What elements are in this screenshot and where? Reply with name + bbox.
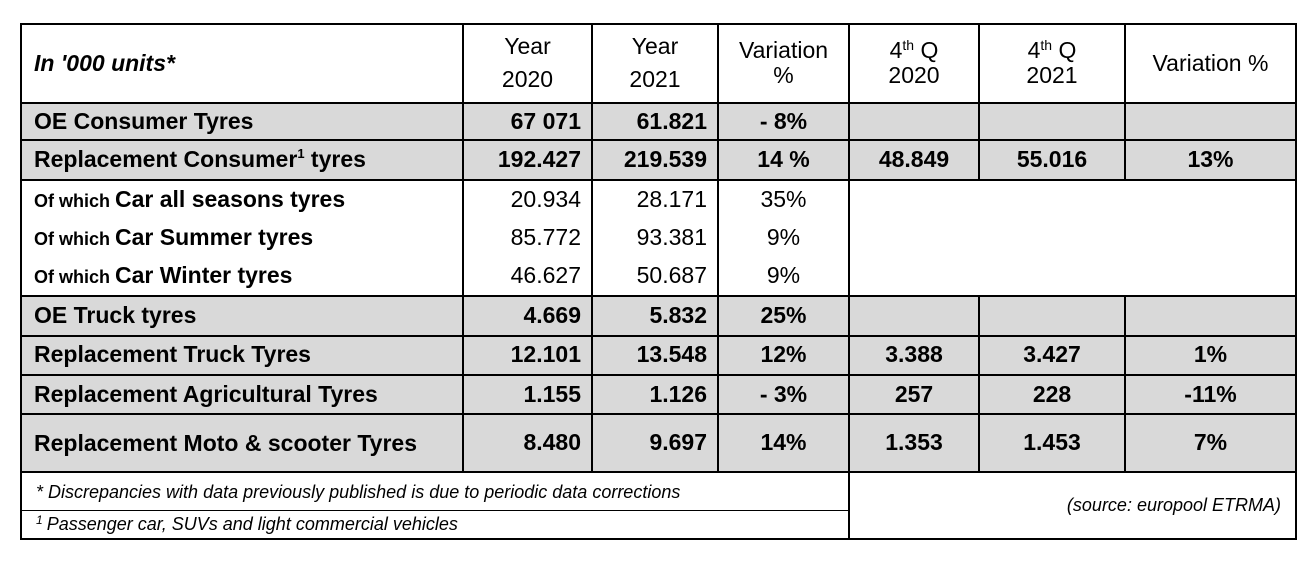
- units-header: In '000 units*: [20, 23, 464, 104]
- year-2020-header: Year 2020: [462, 23, 593, 104]
- q4-2021-value: 228: [978, 374, 1126, 416]
- q-variation-value: 13%: [1124, 139, 1297, 181]
- table-row: Of which Car Summer tyres 85.772 93.381 …: [20, 219, 1296, 257]
- q4-2021-value: 55.016: [978, 139, 1126, 181]
- footer-row: 1 Passenger car, SUVs and light commercia…: [20, 510, 1296, 541]
- tyre-statistics-table: In '000 units* Year 2020 Year 2021 Variati…: [20, 23, 1297, 541]
- variation-value: 14%: [717, 413, 850, 474]
- q4-2021-value: [978, 295, 1126, 337]
- table-row: Replacement Truck Tyres 12.101 13.548 12…: [20, 334, 1297, 377]
- value-2021: 61.821: [591, 101, 719, 142]
- footnote-marker: 1: [36, 513, 43, 528]
- value-2020: 8.480: [462, 413, 593, 474]
- q4-2021-value: 3.427: [978, 334, 1126, 377]
- variation-header: Variation%: [717, 23, 850, 104]
- variation-value: - 8%: [717, 101, 850, 142]
- table-row: OE Truck tyres 4.669 5.832 25%: [20, 295, 1297, 337]
- q-variation-value: 1%: [1124, 334, 1297, 377]
- value-2021: 9.697: [591, 413, 719, 474]
- q4-2020-value: 3.388: [848, 334, 980, 377]
- q4-2020-value: 1.353: [848, 413, 980, 474]
- header-row: In '000 units* Year 2020 Year 2021 Variati…: [20, 23, 1297, 104]
- q-variation-value: [1124, 295, 1297, 337]
- value-2020: 85.772: [462, 219, 593, 257]
- row-label: Of which Car Summer tyres: [20, 219, 464, 257]
- q4-2021-header: 4th Q 2021: [978, 23, 1126, 104]
- q4-2020-header: 4th Q 2020: [848, 23, 980, 104]
- table-row: Of which Car all seasons tyres 20.934 28…: [20, 178, 1297, 298]
- value-2021: 50.687: [591, 256, 719, 298]
- value-2020: 12.101: [462, 334, 593, 377]
- q4-2020-value: 257: [848, 374, 980, 416]
- value-2021: 93.381: [591, 219, 719, 257]
- value-2020: 4.669: [462, 295, 593, 337]
- table-row: Replacement Agricultural Tyres 1.155 1.1…: [20, 374, 1297, 416]
- row-label: Replacement Moto & scooter Tyres: [20, 413, 464, 474]
- q-variation-header: Variation %: [1124, 23, 1297, 104]
- footnote-1: 1 Passenger car, SUVs and light commercia…: [20, 510, 850, 541]
- value-2020: 192.427: [462, 139, 593, 181]
- value-2020: 20.934: [462, 178, 593, 220]
- value-2021: 1.126: [591, 374, 719, 416]
- variation-value: 25%: [717, 295, 850, 337]
- value-2021: 28.171: [591, 178, 719, 220]
- value-2021: 219.539: [591, 139, 719, 181]
- value-2020: 46.627: [462, 256, 593, 298]
- q4-2021-value: 1.453: [978, 413, 1126, 474]
- variation-value: 9%: [717, 256, 850, 298]
- year-2021-header: Year 2021: [591, 23, 719, 104]
- variation-value: 35%: [717, 178, 850, 220]
- row-label: Of which Car all seasons tyres: [20, 178, 464, 220]
- table-row: Replacement Moto & scooter Tyres 8.480 9…: [20, 413, 1297, 474]
- variation-value: 12%: [717, 334, 850, 377]
- variation-value: 9%: [717, 219, 850, 257]
- source-note: (source: europool ETRMA): [848, 471, 1297, 540]
- q-variation-value: -11%: [1124, 374, 1297, 416]
- q4-2020-value: [848, 101, 980, 142]
- value-2020: 67 071: [462, 101, 593, 142]
- row-label: OE Truck tyres: [20, 295, 464, 337]
- variation-value: 14 %: [717, 139, 850, 181]
- q4-2021-value: [978, 101, 1126, 142]
- row-label: OE Consumer Tyres: [20, 101, 464, 142]
- empty-cell: [848, 178, 1297, 298]
- q-variation-value: 7%: [1124, 413, 1297, 474]
- value-2020: 1.155: [462, 374, 593, 416]
- table-row: OE Consumer Tyres 67 071 61.821 - 8%: [20, 101, 1297, 142]
- row-label: Replacement Agricultural Tyres: [20, 374, 464, 416]
- q4-2020-value: [848, 295, 980, 337]
- row-label: Of which Car Winter tyres: [20, 256, 464, 298]
- value-2021: 13.548: [591, 334, 719, 377]
- table-row: Of which Car Winter tyres 46.627 50.687 …: [20, 256, 1296, 298]
- variation-value: - 3%: [717, 374, 850, 416]
- footer-row: * Discrepancies with data previously pub…: [20, 471, 1297, 540]
- table-row: Replacement Consumer1 tyres 192.427 219.…: [20, 139, 1297, 181]
- q-variation-value: [1124, 101, 1297, 142]
- row-label: Replacement Consumer1 tyres: [20, 139, 464, 181]
- q4-2020-value: 48.849: [848, 139, 980, 181]
- row-label: Replacement Truck Tyres: [20, 334, 464, 377]
- value-2021: 5.832: [591, 295, 719, 337]
- discrepancies-note: * Discrepancies with data previously pub…: [20, 471, 850, 512]
